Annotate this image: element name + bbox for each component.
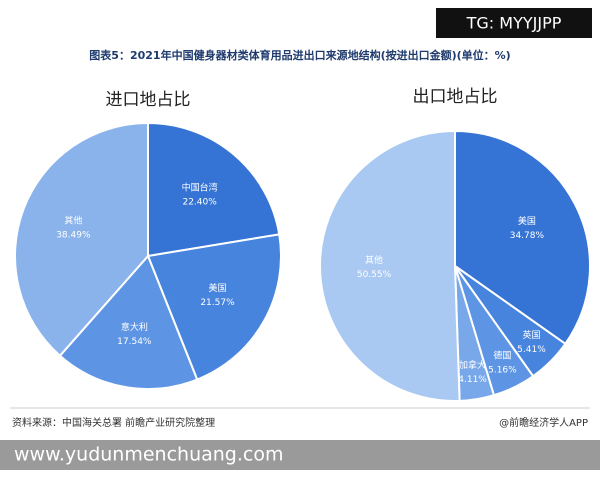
slice-value: 5.16% — [488, 366, 517, 376]
source: 资料来源：中国海关总署 前瞻产业研究院整理 — [12, 416, 215, 429]
pie-slice — [14, 121, 149, 358]
badge-box — [436, 8, 592, 38]
slice-value: 21.57% — [200, 298, 235, 308]
pie-title: 出口地占比 — [413, 87, 498, 107]
slice-label: 其他 — [64, 214, 82, 226]
slice-value: 38.49% — [56, 230, 91, 240]
pie-slice — [58, 254, 199, 390]
slice-value: 50.55% — [357, 270, 392, 280]
pie-slice — [454, 129, 591, 346]
slice-value: 22.40% — [182, 198, 217, 208]
pie-slice — [146, 233, 282, 381]
url-band — [0, 440, 600, 470]
slice-label: 其他 — [365, 254, 383, 266]
pie-slice — [319, 129, 461, 402]
slice-label: 英国 — [522, 329, 540, 341]
url: www.yudunmenchuang.com — [14, 444, 283, 466]
slice-label: 加拿大 — [459, 359, 486, 371]
slice-label: 中国台湾 — [182, 182, 218, 194]
pie-slice — [147, 121, 281, 258]
app-credit: @前瞻经济学人APP — [499, 416, 588, 429]
slice-value: 4.11% — [458, 375, 487, 385]
slice-value: 5.41% — [517, 345, 546, 355]
slice-label: 德国 — [493, 350, 511, 362]
slice-value: 17.54% — [117, 337, 152, 347]
slice-value: 34.78% — [510, 231, 545, 241]
slice-label: 美国 — [208, 282, 226, 294]
badge: TG: MYYJJPP — [466, 14, 562, 33]
slice-label: 美国 — [518, 215, 536, 227]
pie-title: 进口地占比 — [106, 90, 191, 110]
chart-title: 图表5：2021年中国健身器材类体育用品进出口来源地结构(按进出口金额)(单位：… — [89, 48, 510, 62]
slice-label: 意大利 — [121, 321, 148, 333]
